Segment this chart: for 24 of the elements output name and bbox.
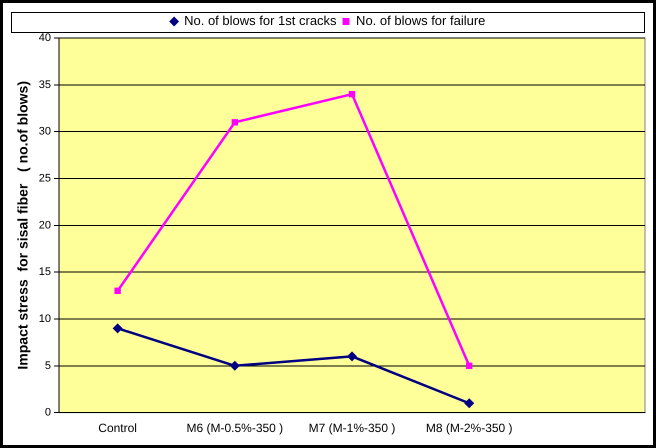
x-tick-label: M8 (M-2%-350 ) xyxy=(426,421,513,436)
y-tick-label: 20 xyxy=(38,219,52,232)
y-tick-label: 25 xyxy=(38,172,52,185)
point xyxy=(466,362,472,369)
point xyxy=(347,351,358,362)
legend-label: No. of blows for failure xyxy=(356,13,486,28)
point xyxy=(230,360,240,371)
y-tick-label: 40 xyxy=(38,32,52,44)
point xyxy=(464,398,474,408)
x-tick-label: M6 (M-0.5%-350 ) xyxy=(186,421,284,436)
y-tick-label: 5 xyxy=(44,360,52,372)
point xyxy=(112,323,123,334)
y-tick-label: 30 xyxy=(38,126,52,138)
y-tick-label: 35 xyxy=(38,78,52,91)
x-tick-label: M7 (M-1%-350 ) xyxy=(308,421,396,436)
y-axis-title: Impact stress for sisal fiber ( no.of blows) xyxy=(14,80,30,370)
point xyxy=(114,288,121,294)
x-tick-label: Control xyxy=(98,421,137,436)
y-tick-label: 0 xyxy=(44,406,52,419)
point xyxy=(348,91,356,98)
y-tick-label: 15 xyxy=(38,266,52,278)
legend-label: No. of blows for 1st cracks xyxy=(184,13,338,28)
point xyxy=(232,119,238,126)
y-tick-label: 10 xyxy=(38,312,52,325)
